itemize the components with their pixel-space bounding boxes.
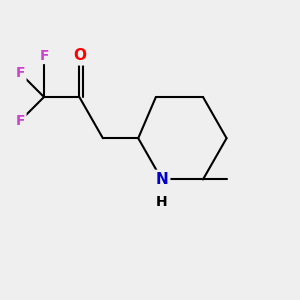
Text: N: N: [155, 172, 168, 187]
Text: O: O: [73, 48, 86, 63]
Text: F: F: [39, 49, 49, 63]
Text: F: F: [16, 114, 25, 128]
Text: H: H: [156, 194, 168, 208]
Text: F: F: [16, 66, 25, 80]
